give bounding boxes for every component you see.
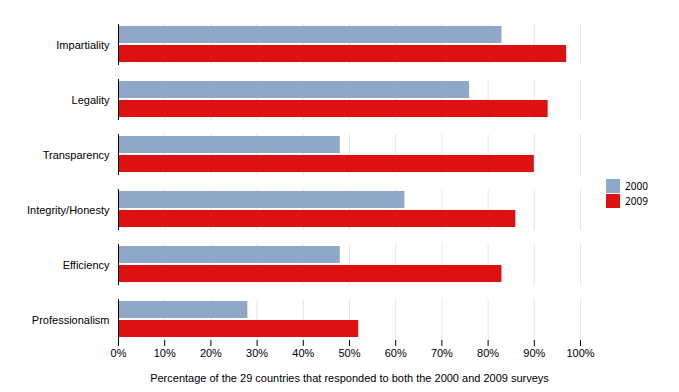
svg-text:80%: 80% (477, 347, 499, 359)
svg-text:20%: 20% (200, 347, 222, 359)
svg-text:0%: 0% (111, 347, 127, 359)
svg-text:Integrity/Honesty: Integrity/Honesty (27, 204, 110, 216)
svg-text:Legality: Legality (72, 94, 110, 106)
svg-text:Transparency: Transparency (43, 149, 110, 161)
svg-text:50%: 50% (338, 347, 360, 359)
svg-text:Impartiality: Impartiality (56, 39, 110, 51)
svg-text:30%: 30% (246, 347, 268, 359)
svg-text:10%: 10% (154, 347, 176, 359)
svg-text:60%: 60% (385, 347, 407, 359)
html-text:2000: 2000 (625, 178, 648, 193)
svg-text:40%: 40% (292, 347, 314, 359)
svg-text:100%: 100% (566, 347, 594, 359)
svg-text:70%: 70% (431, 347, 453, 359)
svg-text:90%: 90% (523, 347, 545, 359)
html-text:2009: 2009 (625, 193, 648, 208)
svg-text:Efficiency: Efficiency (63, 259, 110, 271)
svg-text:Professionalism: Professionalism (32, 314, 110, 326)
svg-text:Percentage of the 29 countries: Percentage of the 29 countries that resp… (150, 372, 549, 384)
